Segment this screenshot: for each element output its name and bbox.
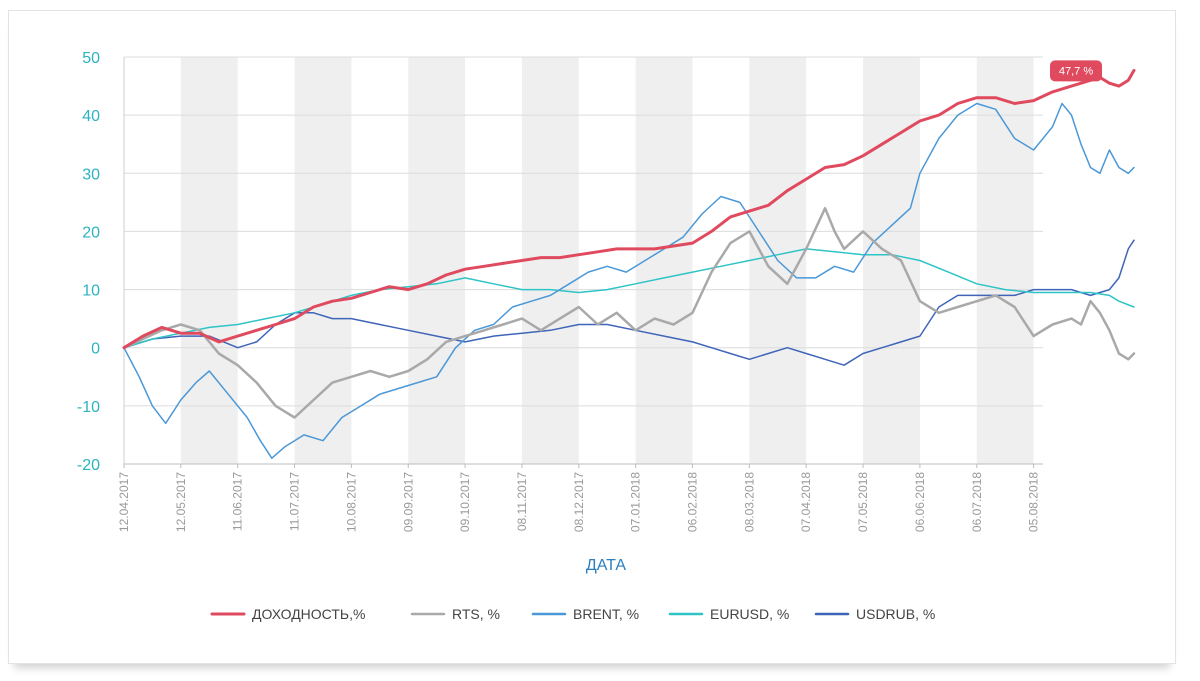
end-value-badge-box bbox=[1050, 60, 1102, 82]
y-tick-label-3: 10 bbox=[82, 283, 100, 300]
y-tick-labels: -20 -10 0 10 20 30 40 50 bbox=[77, 50, 100, 474]
axes bbox=[123, 57, 1043, 465]
series-line-3 bbox=[123, 248, 1135, 349]
legend-label-0: ДОХОДНОСТЬ,% bbox=[252, 606, 365, 622]
x-axis-title: ДАТА bbox=[586, 557, 627, 574]
x-tick-label-7: 08.11.2017 bbox=[515, 472, 529, 531]
legend-label-4: USDRUB, % bbox=[856, 606, 935, 622]
y-tick-label-2: 0 bbox=[91, 341, 100, 358]
legend-label-3: EURUSD, % bbox=[710, 606, 789, 622]
legend-label-1: RTS, % bbox=[452, 606, 500, 622]
series-line-4 bbox=[123, 239, 1135, 366]
x-tick-label-15: 06.07.2018 bbox=[970, 472, 984, 532]
band-15 bbox=[976, 57, 1034, 464]
band-5 bbox=[408, 57, 466, 464]
y-tick-label-7: 50 bbox=[82, 50, 100, 67]
x-tick-label-8: 08.12.2017 bbox=[572, 472, 586, 532]
x-tick-label-1: 12.05.2017 bbox=[174, 472, 188, 532]
band-1 bbox=[180, 57, 238, 464]
x-tick-labels: 12.04.2017 12.05.2017 11.06.2017 11.07.2017… bbox=[117, 464, 1041, 532]
legend-label-2: BRENT, % bbox=[573, 606, 639, 622]
band-13 bbox=[863, 57, 920, 464]
x-tick-label-2: 11.06.2017 bbox=[231, 472, 245, 531]
band-3 bbox=[294, 57, 352, 464]
x-tick-label-11: 08.03.2018 bbox=[742, 472, 756, 532]
series-line-2 bbox=[123, 102, 1135, 459]
series-line-1 bbox=[122, 206, 1136, 419]
y-tick-label-6: 40 bbox=[82, 108, 100, 125]
x-tick-label-13: 07.05.2018 bbox=[856, 472, 870, 532]
x-tick-label-12: 07.04.2018 bbox=[799, 472, 813, 532]
series-lines bbox=[122, 68, 1136, 459]
x-tick-label-14: 06.06.2018 bbox=[913, 472, 927, 532]
x-tick-label-5: 09.09.2017 bbox=[401, 472, 415, 532]
x-tick-label-3: 11.07.2017 bbox=[288, 472, 302, 531]
y-tick-label-1: -10 bbox=[77, 399, 100, 416]
x-tick-label-6: 09.10.2017 bbox=[458, 472, 472, 532]
series-line-0 bbox=[122, 68, 1136, 350]
y-tick-label-4: 20 bbox=[82, 224, 100, 241]
legend: ДОХОДНОСТЬ,% RTS, % BRENT, % EURUSD, % USDRU… bbox=[210, 606, 935, 622]
y-tick-label-0: -20 bbox=[77, 457, 100, 474]
x-tick-label-16: 05.08.2018 bbox=[1027, 472, 1041, 532]
x-tick-label-10: 06.02.2018 bbox=[686, 472, 700, 532]
y-tick-label-5: 30 bbox=[82, 166, 100, 183]
end-value-badge: 47,7 % bbox=[1050, 60, 1102, 82]
x-tick-label-9: 07.01.2018 bbox=[629, 472, 643, 532]
end-value-badge-label: 47,7 % bbox=[1059, 65, 1093, 77]
x-tick-label-0: 12.04.2017 bbox=[117, 472, 131, 532]
x-tick-label-4: 10.08.2017 bbox=[344, 472, 358, 532]
